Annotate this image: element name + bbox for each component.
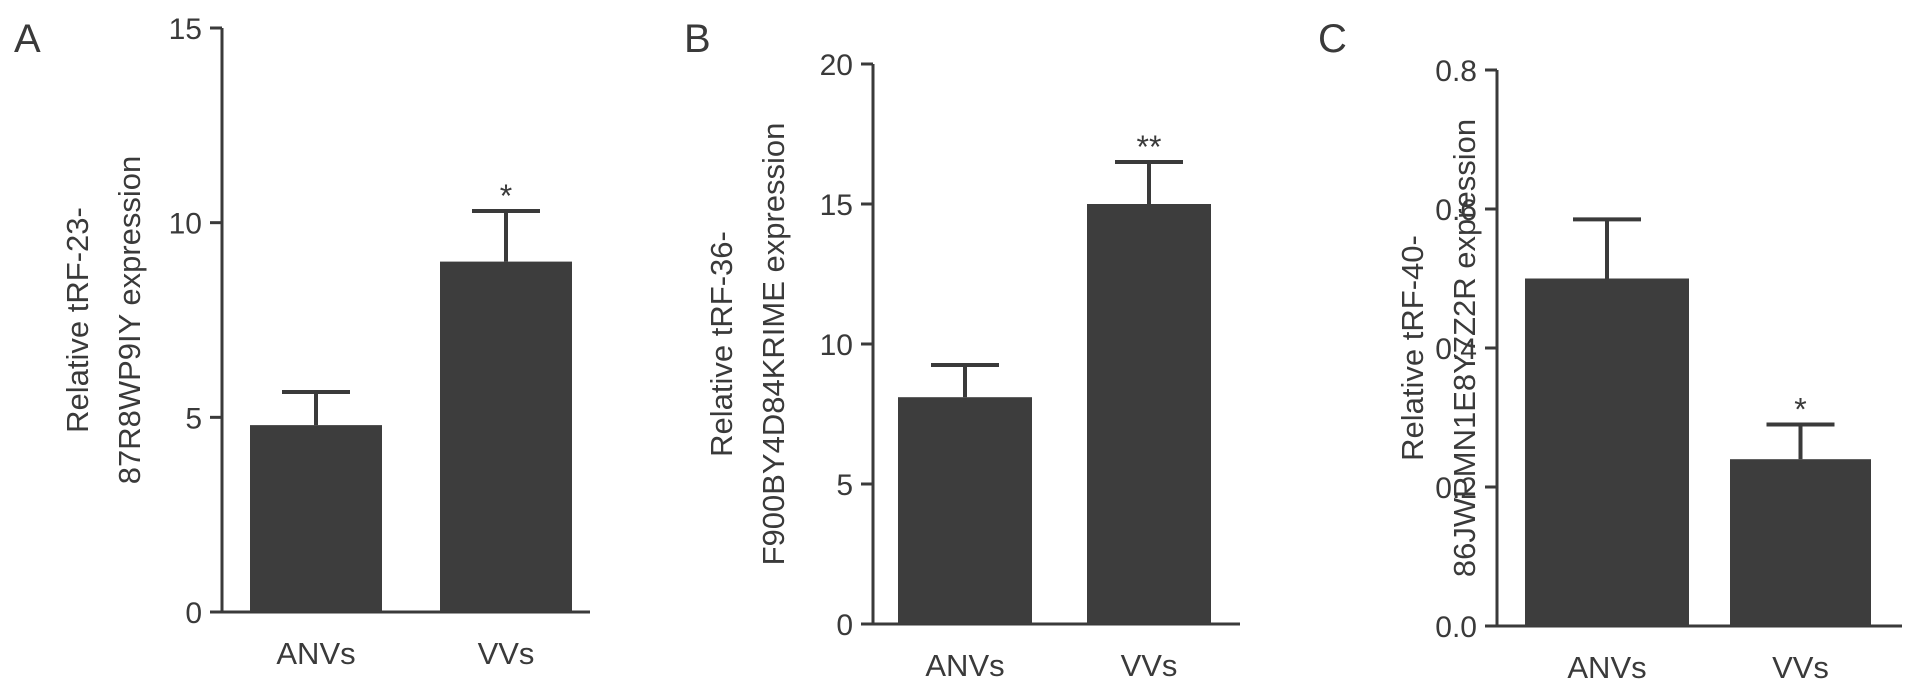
panel-a-y-tick-label: 15	[169, 13, 202, 46]
panel-b-y-tick-label: 0	[836, 609, 853, 642]
panel-c-x-tick-label: VVs	[1772, 650, 1829, 685]
panel-b-y-tick-label: 10	[820, 329, 853, 362]
panel-b-bar-anvs	[898, 397, 1032, 624]
panel-a-x-tick-label: ANVs	[276, 636, 355, 671]
panel-a-label: A	[14, 17, 41, 61]
panel-b-x-tick-label: ANVs	[925, 648, 1004, 683]
panel-c-y-axis-label: Relative tRF-40-	[1395, 235, 1430, 461]
panel-b-significance-marker: **	[1137, 129, 1162, 165]
panel-c-significance-marker: *	[1794, 391, 1806, 427]
panel-a-y-tick-label: 10	[169, 208, 202, 241]
panel-c-y-tick-label: 0.4	[1435, 333, 1477, 366]
panel-b-x-tick-label: VVs	[1121, 648, 1178, 683]
panel-b-y-tick-label: 15	[820, 189, 853, 222]
panel-c-y-tick-label: 0.8	[1435, 55, 1477, 88]
panel-b-y-tick-label: 20	[820, 49, 853, 82]
panel-a-y-tick-label: 5	[185, 402, 202, 435]
panel-c-y-axis-label: 86JWPMN1E8Y7Z2R expression	[1447, 119, 1482, 577]
panel-c-y-tick-label: 0.2	[1435, 472, 1477, 505]
panel-a-y-tick-label: 0	[185, 597, 202, 630]
panel-c-bar-vvs	[1730, 459, 1871, 626]
panel-c-y-tick-label: 0.6	[1435, 194, 1477, 227]
panel-a-bar-anvs	[250, 425, 382, 612]
panel-a-y-axis-label: 87R8WP9IY expression	[112, 156, 147, 485]
panel-a-bar-vvs	[440, 261, 572, 612]
panel-c-y-tick-label: 0.0	[1435, 611, 1477, 644]
panel-c-bar-anvs	[1525, 278, 1689, 626]
panel-b-y-axis-label: Relative tRF-36-	[704, 231, 739, 457]
panel-a-y-axis-label: Relative tRF-23-	[60, 207, 95, 433]
panel-b-y-axis-label: F900BY4D84KRIME expression	[756, 123, 791, 566]
panel-a-x-tick-label: VVs	[478, 636, 535, 671]
panel-b-y-tick-label: 5	[836, 469, 853, 502]
panel-c-label: C	[1318, 17, 1347, 61]
panel-a-significance-marker: *	[500, 178, 512, 214]
panel-c-x-tick-label: ANVs	[1567, 650, 1646, 685]
panel-b-label: B	[684, 17, 711, 61]
panel-b-bar-vvs	[1087, 204, 1211, 624]
